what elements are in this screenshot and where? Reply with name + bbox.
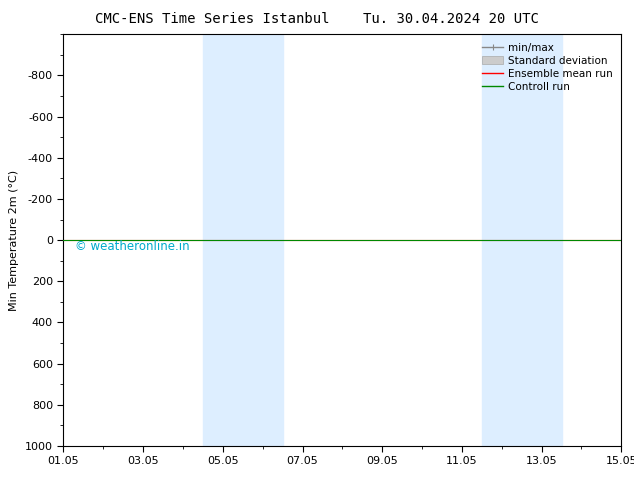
Text: © weatheronline.in: © weatheronline.in [75,240,190,253]
Legend: min/max, Standard deviation, Ensemble mean run, Controll run: min/max, Standard deviation, Ensemble me… [479,40,616,95]
Y-axis label: Min Temperature 2m (°C): Min Temperature 2m (°C) [10,170,20,311]
Text: CMC-ENS Time Series Istanbul    Tu. 30.04.2024 20 UTC: CMC-ENS Time Series Istanbul Tu. 30.04.2… [95,12,539,26]
Bar [482,34,562,446]
Bar [203,34,283,446]
